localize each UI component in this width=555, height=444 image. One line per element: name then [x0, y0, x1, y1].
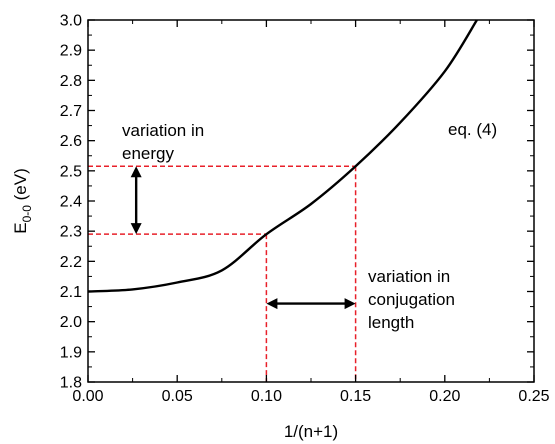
plot-area — [88, 20, 534, 382]
energy-annotation: variation in energy — [122, 121, 209, 163]
x-tick-label: 0.00 — [72, 388, 103, 405]
y-tick-label: 2.6 — [60, 133, 82, 150]
length-annotation-line-3: length — [368, 313, 414, 332]
energy-arrow-head-up — [130, 166, 142, 178]
length-arrow-head-left — [266, 298, 278, 310]
series-line-eq4 — [87, 19, 478, 293]
y-tick-label: 2.1 — [60, 284, 82, 301]
series-label: eq. (4) — [448, 120, 497, 139]
y-axis-title-main: E — [11, 222, 30, 233]
x-tick-label: 0.05 — [162, 388, 193, 405]
y-tick-label: 2.2 — [60, 254, 82, 271]
energy-annotation-line-1: variation in — [122, 121, 204, 140]
y-tick-label: 3.0 — [60, 13, 82, 30]
y-tick-label: 2.9 — [60, 43, 82, 60]
energy-arrow-head-down — [130, 223, 142, 235]
guide-lines — [88, 165, 357, 382]
length-arrow-head-right — [344, 298, 356, 310]
y-tick-label: 2.5 — [60, 163, 82, 180]
length-annotation-line-2: conjugation — [368, 290, 455, 309]
length-annotation-line-1: variation in — [368, 267, 450, 286]
arrows — [130, 166, 356, 310]
x-axis-title: 1/(n+1) — [284, 422, 338, 441]
x-tick-label: 0.25 — [518, 388, 549, 405]
y-axis-title-subscript: 0-0 — [20, 205, 34, 223]
y-tick-label: 2.7 — [60, 103, 82, 120]
y-axis-title: E0-0 (eV) — [11, 168, 34, 234]
x-tick-label: 0.15 — [340, 388, 371, 405]
x-tick-label: 0.10 — [251, 388, 282, 405]
y-tick-label: 2.0 — [60, 314, 82, 331]
x-axis: 0.00 0.05 0.10 0.15 0.20 0.25 — [72, 20, 550, 405]
x-tick-label: 0.20 — [429, 388, 460, 405]
y-tick-label: 2.4 — [60, 194, 82, 211]
y-tick-label: 2.8 — [60, 73, 82, 90]
energy-annotation-line-2: energy — [122, 144, 174, 163]
y-axis: 1.8 1.9 2.0 2.1 2.2 2.3 2.4 2.5 2.6 2.7 2.8 2.9 3.0 — [60, 13, 534, 392]
y-axis-title-unit: (eV) — [11, 168, 30, 205]
length-annotation: variation in conjugation length — [368, 267, 460, 332]
y-tick-label: 1.9 — [60, 344, 82, 361]
y-tick-label: 1.8 — [60, 375, 82, 392]
y-tick-label: 2.3 — [60, 224, 82, 241]
